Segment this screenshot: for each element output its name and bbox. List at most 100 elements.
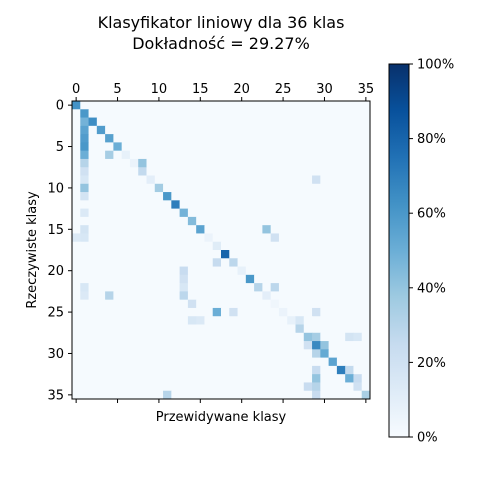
heatmap-cell [113, 382, 123, 392]
heatmap-cell [312, 266, 321, 276]
heatmap-cell [336, 324, 346, 334]
heatmap-cell [121, 101, 131, 110]
heatmap-cell [320, 183, 330, 193]
x-tick-label: 35 [358, 82, 375, 97]
heatmap-cell [187, 332, 197, 342]
heatmap-cell [345, 109, 354, 118]
heatmap-cell [96, 274, 106, 284]
heatmap-cell [303, 258, 313, 267]
heatmap-cell [328, 365, 338, 375]
heatmap-cell [245, 349, 255, 359]
heatmap-cell [96, 142, 106, 152]
heatmap-cell [179, 208, 189, 218]
heatmap-cell [254, 258, 263, 267]
heatmap-cell [270, 109, 280, 118]
heatmap-cell [105, 390, 114, 400]
heatmap-cell [154, 274, 164, 284]
chart-title: Klasyfikator liniowy dla 36 klas [98, 13, 345, 32]
heatmap-cell [221, 109, 230, 118]
heatmap-cell [295, 365, 305, 375]
heatmap-cell [171, 349, 181, 359]
heatmap-cell [237, 283, 247, 292]
heatmap-cell [129, 125, 139, 135]
colorbar-ticks: 0% 20% 40% 60% 80% 100% [409, 58, 454, 446]
heatmap-cell [320, 167, 330, 176]
heatmap-cell [212, 175, 222, 185]
heatmap-cell [88, 332, 98, 342]
heatmap-cell [146, 324, 156, 334]
heatmap-cell [312, 357, 321, 367]
heatmap-cell [229, 109, 238, 118]
heatmap-cell [303, 374, 313, 383]
heatmap-cell [154, 183, 164, 193]
heatmap-cell [88, 134, 98, 143]
heatmap-cell [262, 258, 272, 267]
heatmap-cell [196, 250, 205, 259]
heatmap-cell [72, 117, 81, 127]
heatmap-cell [88, 208, 98, 218]
heatmap-cell [312, 216, 321, 226]
heatmap-cell [353, 167, 363, 176]
heatmap-cell [287, 357, 296, 367]
heatmap-cell [229, 200, 238, 210]
heatmap-cell [320, 365, 330, 375]
heatmap-cell [80, 382, 89, 392]
heatmap-cell [88, 324, 98, 334]
heatmap-cell [105, 349, 114, 359]
heatmap-cell [187, 134, 197, 143]
heatmap-cell [179, 117, 189, 127]
chart-subtitle: Dokładność = 29.27% [132, 34, 310, 53]
heatmap-cell [171, 225, 181, 234]
heatmap-cell [196, 200, 205, 210]
heatmap-cell [204, 225, 214, 234]
heatmap-cell [336, 109, 346, 118]
heatmap-cell [320, 150, 330, 160]
heatmap-cell [295, 101, 305, 110]
heatmap-cell [262, 332, 272, 342]
heatmap-cell [105, 316, 114, 325]
heatmap-cell [96, 291, 106, 301]
heatmap-cell [163, 365, 172, 375]
heatmap-cell [361, 349, 371, 359]
heatmap-cell [237, 134, 247, 143]
heatmap-cell [163, 258, 172, 267]
heatmap-cell [113, 175, 123, 185]
heatmap-cell [163, 109, 172, 118]
heatmap-cell [270, 101, 280, 110]
heatmap-cell [353, 109, 363, 118]
heatmap-cell [179, 341, 189, 350]
heatmap-cell [171, 216, 181, 226]
heatmap-cell [245, 332, 255, 342]
heatmap-cell [196, 225, 205, 234]
heatmap-cell [146, 390, 156, 400]
heatmap-cell [287, 390, 296, 400]
heatmap-cell [129, 307, 139, 317]
heatmap-cell [262, 142, 272, 152]
heatmap-cell [303, 390, 313, 400]
heatmap-cell [129, 175, 139, 185]
heatmap-cell [196, 332, 205, 342]
heatmap-cell [245, 183, 255, 193]
heatmap-cell [278, 374, 288, 383]
heatmap-cell [212, 134, 222, 143]
heatmap-cell [287, 134, 296, 143]
heatmap-cell [303, 158, 313, 168]
heatmap-cell [278, 117, 288, 127]
heatmap-cell [72, 390, 81, 400]
heatmap-cell [171, 365, 181, 375]
heatmap-cell [254, 158, 263, 168]
heatmap-cell [229, 283, 238, 292]
heatmap-cell [312, 374, 321, 383]
heatmap-cell [221, 158, 230, 168]
heatmap-cell [345, 192, 354, 201]
heatmap-cell [129, 150, 139, 160]
heatmap-cell [270, 167, 280, 176]
heatmap-cell [345, 258, 354, 267]
heatmap-cell [80, 200, 89, 210]
heatmap-cell [138, 208, 147, 218]
heatmap-cell [229, 374, 238, 383]
heatmap-cell [361, 200, 371, 210]
heatmap-cell [96, 208, 106, 218]
heatmap-cell [237, 274, 247, 284]
heatmap-cell [179, 266, 189, 276]
